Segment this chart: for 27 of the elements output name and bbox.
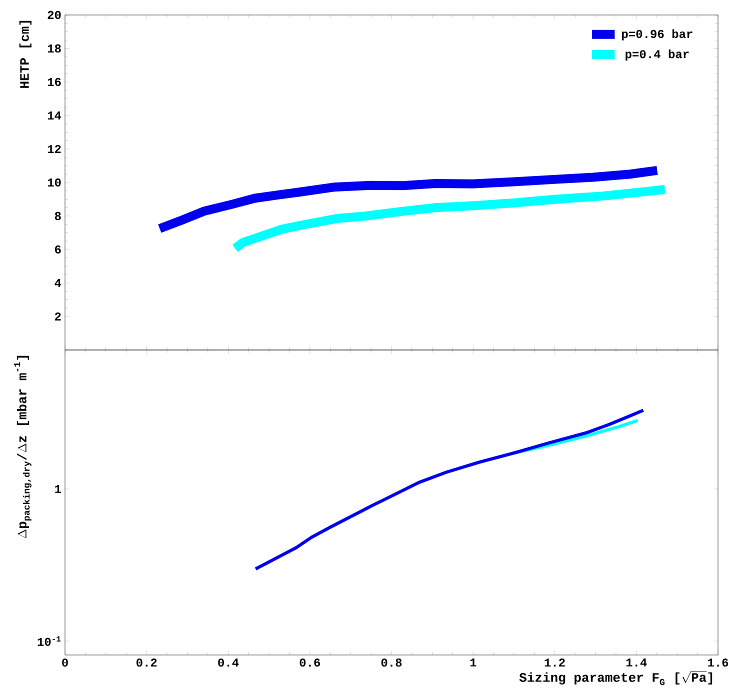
x-tick-label: 1.2 bbox=[544, 658, 565, 667]
x-tick-label: 1 bbox=[470, 658, 476, 666]
x-tick-label: 0.6 bbox=[300, 658, 320, 667]
x-tick-label: 0.8 bbox=[381, 658, 402, 667]
x-axis-title: $\text{Sizing parameter F}_{\text{G}}\text{ [}\sqrt{\text{Pa}}\text{]}$ bbox=[519, 670, 712, 686]
y-tick-label: 6 bbox=[55, 245, 61, 254]
legend-label: p=0.96 bar bbox=[622, 29, 692, 40]
x-tick-label: 0.2 bbox=[136, 658, 157, 667]
y-tick-label: 4 bbox=[54, 279, 62, 287]
y-tick-label: 2 bbox=[54, 312, 61, 320]
y-tick-label: 20 bbox=[48, 10, 61, 20]
legend-label: p=0.4 bar bbox=[626, 49, 689, 61]
y-tick-label: 12 bbox=[48, 144, 61, 154]
y-tick-label: 8 bbox=[54, 212, 61, 220]
x-tick-label: 0 bbox=[62, 658, 68, 667]
y-axis-title: $\Delta\text{p}_{\text{packing,dry}}\text{/}\Delta\text{z [mbar m}^{\text{-1}}\text{]}$ bbox=[14, 356, 32, 538]
line-series bbox=[254, 408, 645, 571]
y-tick-label: 1 bbox=[55, 485, 61, 493]
y-tick-label: 10 bbox=[48, 178, 61, 187]
y-tick-label: 16 bbox=[48, 78, 61, 86]
y-tick-label: 14 bbox=[48, 112, 62, 120]
y-axis-title: HETP [cm] bbox=[19, 20, 32, 88]
y-tick-label: 10$^{-1}$ bbox=[38, 636, 61, 646]
x-tick-label: 1.6 bbox=[708, 658, 728, 667]
y-tick-label: 18 bbox=[48, 44, 61, 53]
x-tick-label: 0.4 bbox=[218, 658, 239, 667]
x-tick-label: 1.4 bbox=[626, 658, 647, 666]
